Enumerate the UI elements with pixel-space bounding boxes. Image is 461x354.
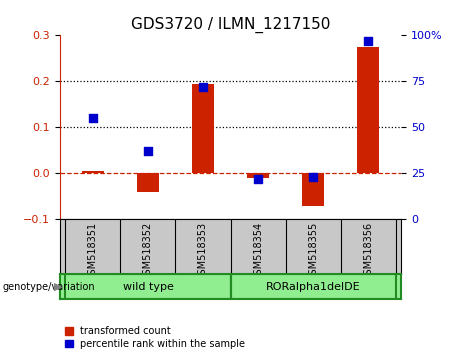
Point	[309, 174, 317, 180]
Point	[199, 84, 207, 90]
Point	[144, 149, 152, 154]
Point	[89, 115, 97, 121]
Text: GSM518354: GSM518354	[253, 222, 263, 281]
Bar	[302, 173, 324, 206]
Legend: transformed count, percentile rank within the sample: transformed count, percentile rank withi…	[65, 326, 245, 349]
Text: GSM518352: GSM518352	[143, 222, 153, 281]
Text: wild type: wild type	[123, 282, 173, 292]
Text: genotype/variation: genotype/variation	[2, 282, 95, 292]
Bar	[82, 171, 104, 173]
Title: GDS3720 / ILMN_1217150: GDS3720 / ILMN_1217150	[131, 16, 330, 33]
Text: RORalpha1delDE: RORalpha1delDE	[266, 282, 361, 292]
Text: GSM518355: GSM518355	[308, 222, 318, 281]
Text: GSM518356: GSM518356	[363, 222, 373, 281]
Text: GSM518351: GSM518351	[88, 222, 98, 281]
Text: GSM518353: GSM518353	[198, 222, 208, 281]
Bar	[247, 173, 269, 178]
Bar	[137, 173, 159, 192]
Text: ▶: ▶	[54, 282, 63, 292]
Bar	[192, 84, 214, 173]
Point	[364, 38, 372, 44]
Bar	[230, 274, 396, 299]
Point	[254, 176, 262, 182]
Bar	[357, 47, 379, 173]
Bar	[65, 274, 230, 299]
